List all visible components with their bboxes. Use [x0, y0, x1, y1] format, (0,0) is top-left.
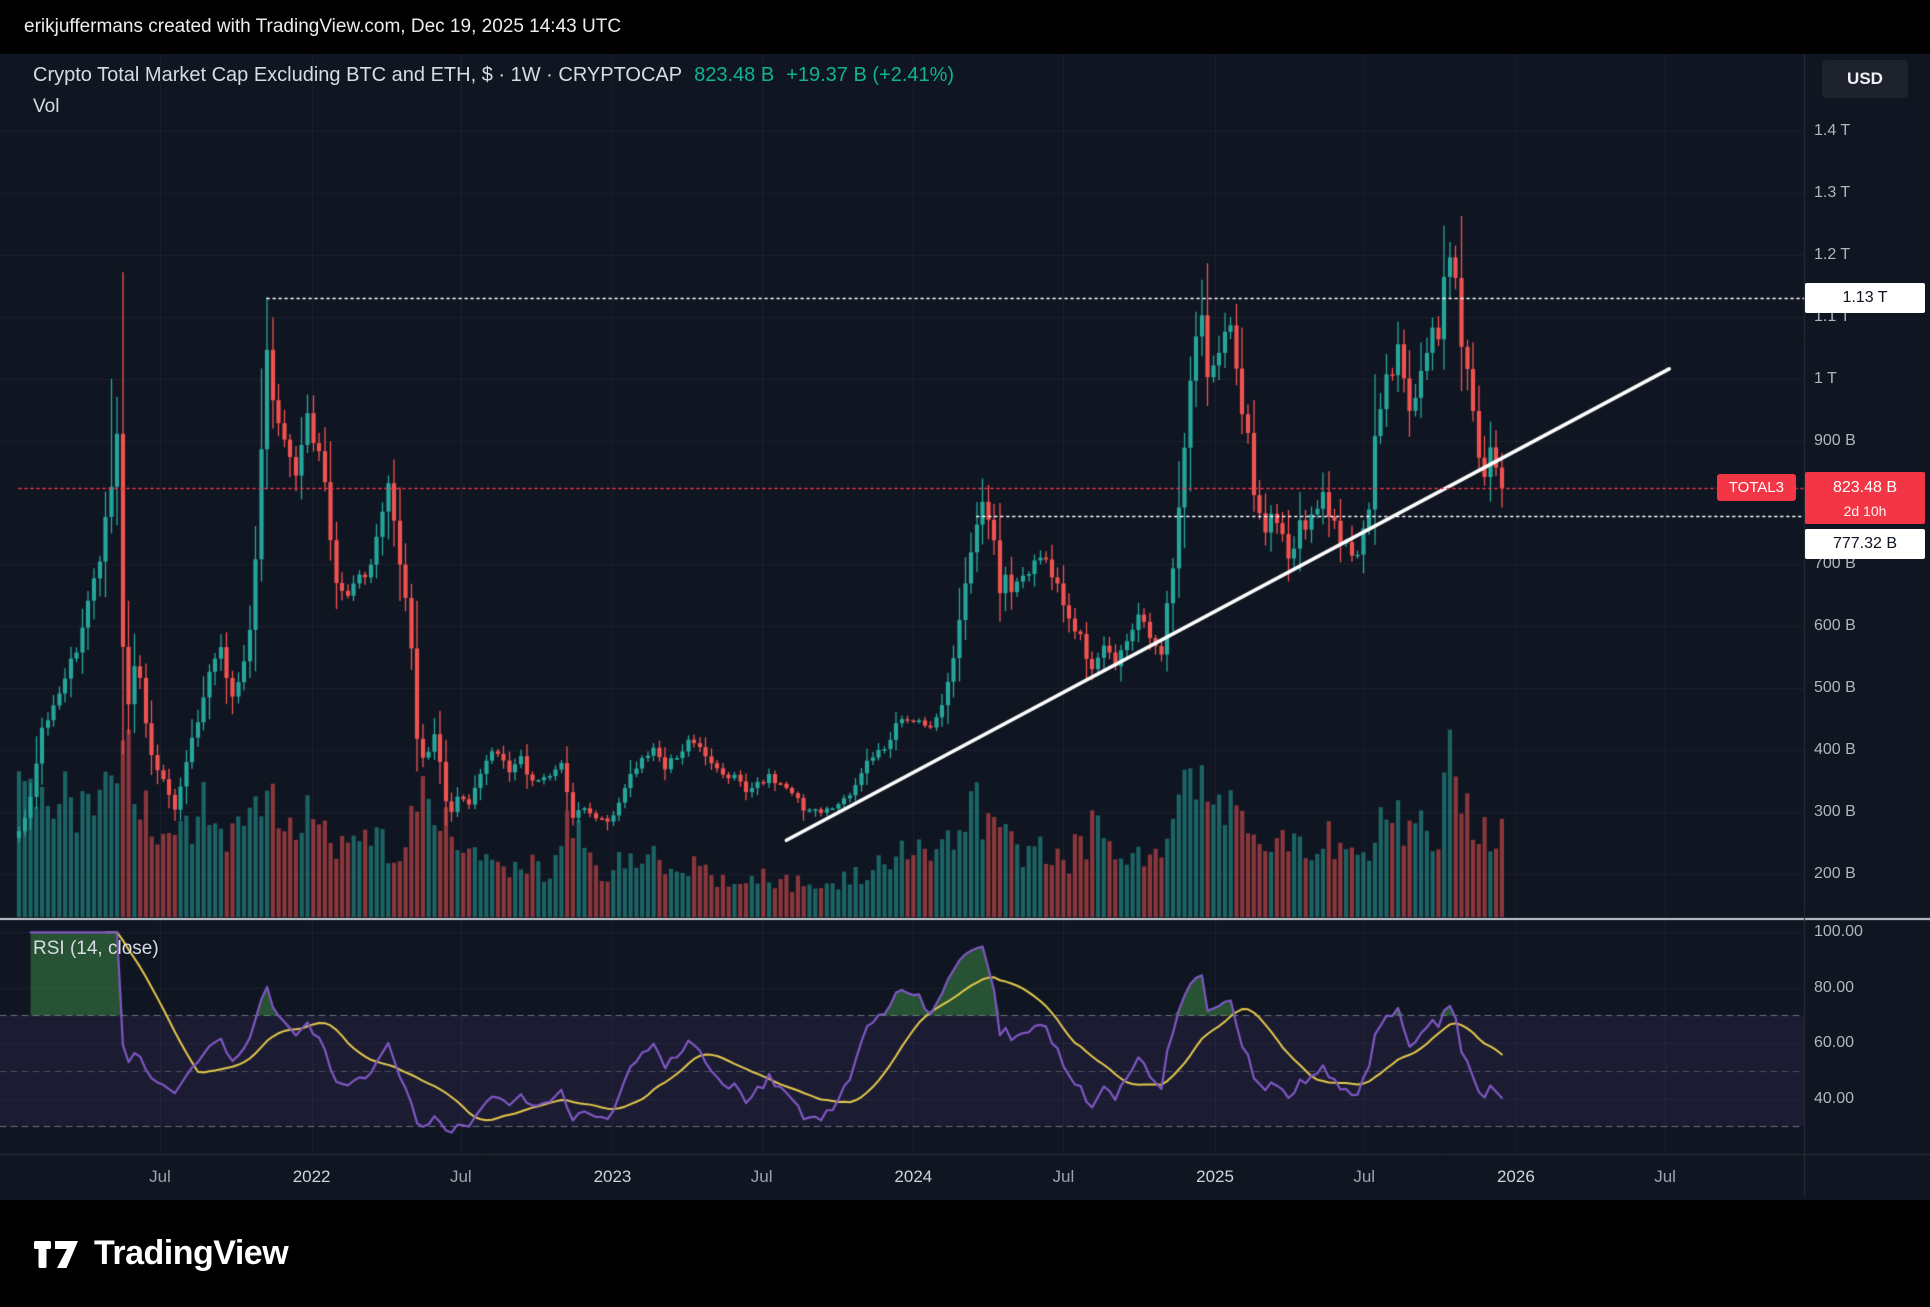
time-tick: Jul [1052, 1167, 1075, 1186]
time-tick: Jul [149, 1167, 171, 1186]
rsi-tick: 60.00 [1814, 1034, 1855, 1052]
footer-bar: TradingView [0, 1200, 1930, 1307]
price-tick: 700 B [1814, 555, 1856, 573]
rsi-tick: 80.00 [1814, 978, 1855, 996]
bar-close-countdown: 2d 10h [1843, 502, 1887, 519]
rsi-indicator-label[interactable]: RSI (14, close) [33, 938, 159, 959]
price-tick: 300 B [1814, 802, 1856, 820]
time-tick: 2023 [593, 1167, 632, 1186]
price-tick: 600 B [1814, 617, 1856, 635]
attribution-bar: erikjuffermans created with TradingView.… [0, 0, 1930, 54]
symbol-title[interactable]: Crypto Total Market Cap Excluding BTC an… [33, 64, 683, 86]
price-tick: 400 B [1814, 740, 1856, 758]
last-price-axis-label: 823.48 B 2d 10h [1805, 471, 1925, 524]
chart-legend: Crypto Total Market Cap Excluding BTC an… [33, 64, 954, 118]
time-axis[interactable]: Jul 2022 Jul 2023 Jul 2024 Jul 2025 Jul 2026 Jul [0, 1154, 1804, 1200]
rsi-tick: 40.00 [1814, 1089, 1855, 1107]
time-tick: 2025 [1196, 1167, 1234, 1186]
time-tick: Jul [750, 1167, 773, 1186]
last-price-value: 823.48 B [694, 64, 775, 86]
volume-indicator-label[interactable]: Vol [33, 96, 60, 117]
price-tick: 1.3 T [1814, 184, 1851, 202]
price-tick: 1.4 T [1814, 122, 1851, 140]
time-tick: Jul [1654, 1167, 1676, 1186]
time-tick: 2022 [292, 1167, 331, 1186]
tradingview-wordmark: TradingView [94, 1234, 289, 1272]
tradingview-link[interactable]: TradingView [34, 1234, 289, 1274]
price-line-label-low[interactable]: 777.32 B [1805, 528, 1925, 559]
time-tick: Jul [449, 1167, 472, 1186]
price-tick: 200 B [1814, 864, 1856, 882]
tradingview-logo-icon [34, 1240, 78, 1268]
legend-volume-row: Vol [33, 96, 954, 118]
legend-main-row: Crypto Total Market Cap Excluding BTC an… [33, 64, 954, 87]
price-tick: 500 B [1814, 679, 1856, 697]
price-tick: 900 B [1814, 431, 1856, 449]
attribution-text: erikjuffermans created with TradingView.… [24, 16, 622, 37]
price-change: +19.37 B (+2.41%) [786, 64, 955, 86]
rsi-tick: 100.00 [1814, 923, 1863, 941]
price-tick: 1 T [1814, 369, 1837, 387]
time-tick: 2026 [1496, 1167, 1535, 1186]
time-tick: 2024 [894, 1167, 933, 1186]
currency-toggle-button[interactable]: USD [1822, 60, 1908, 98]
price-tick: 1.2 T [1814, 245, 1851, 263]
symbol-price-tag[interactable]: TOTAL3 [1716, 473, 1796, 501]
price-line-label-high[interactable]: 1.13 T [1805, 283, 1925, 314]
last-price-text: 823.48 B [1832, 478, 1898, 496]
time-tick: Jul [1353, 1167, 1376, 1186]
